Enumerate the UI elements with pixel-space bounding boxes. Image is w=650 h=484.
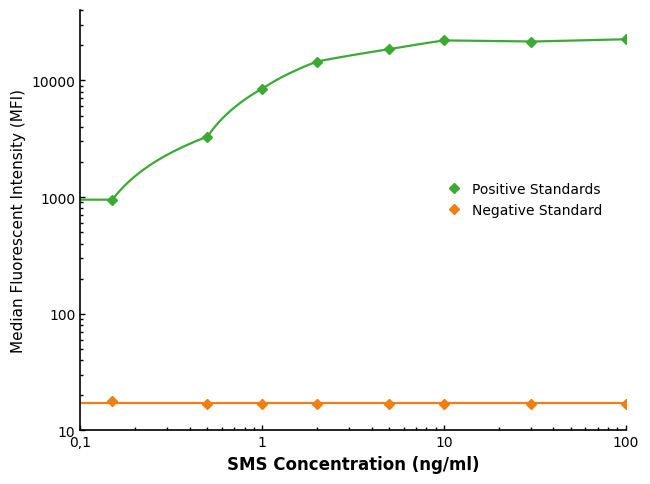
Negative Standard <box>526 401 534 407</box>
Negative Standard <box>258 401 266 407</box>
Positive Standards <box>440 38 448 44</box>
Negative Standard <box>313 401 321 407</box>
Line: Positive Standards: Positive Standards <box>109 37 629 204</box>
Negative Standard <box>440 401 448 407</box>
Negative Standard <box>203 401 211 407</box>
Positive Standards <box>313 60 321 65</box>
Negative Standard <box>109 398 116 404</box>
Positive Standards <box>258 87 266 92</box>
Negative Standard <box>622 401 630 407</box>
Negative Standard <box>385 401 393 407</box>
Positive Standards <box>109 197 116 203</box>
Positive Standards <box>203 135 211 140</box>
Positive Standards <box>526 40 534 45</box>
Positive Standards <box>622 37 630 43</box>
Y-axis label: Median Fluorescent Intensity (MFI): Median Fluorescent Intensity (MFI) <box>11 89 26 352</box>
Positive Standards <box>385 47 393 53</box>
X-axis label: SMS Concentration (ng/ml): SMS Concentration (ng/ml) <box>227 455 479 473</box>
Legend: Positive Standards, Negative Standard: Positive Standards, Negative Standard <box>434 177 608 223</box>
Line: Negative Standard: Negative Standard <box>109 397 629 407</box>
